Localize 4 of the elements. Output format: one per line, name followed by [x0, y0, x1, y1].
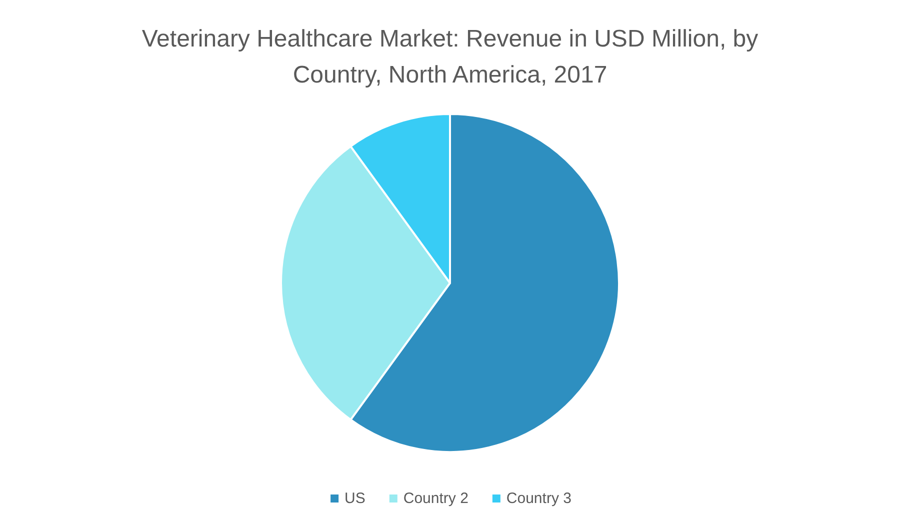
chart-title: Veterinary Healthcare Market: Revenue in USD Million, by Country, North America, 2017: [142, 26, 758, 88]
legend-label: Country 2: [403, 490, 468, 507]
legend-label: Country 3: [506, 490, 572, 507]
legend-label: US: [344, 490, 366, 507]
